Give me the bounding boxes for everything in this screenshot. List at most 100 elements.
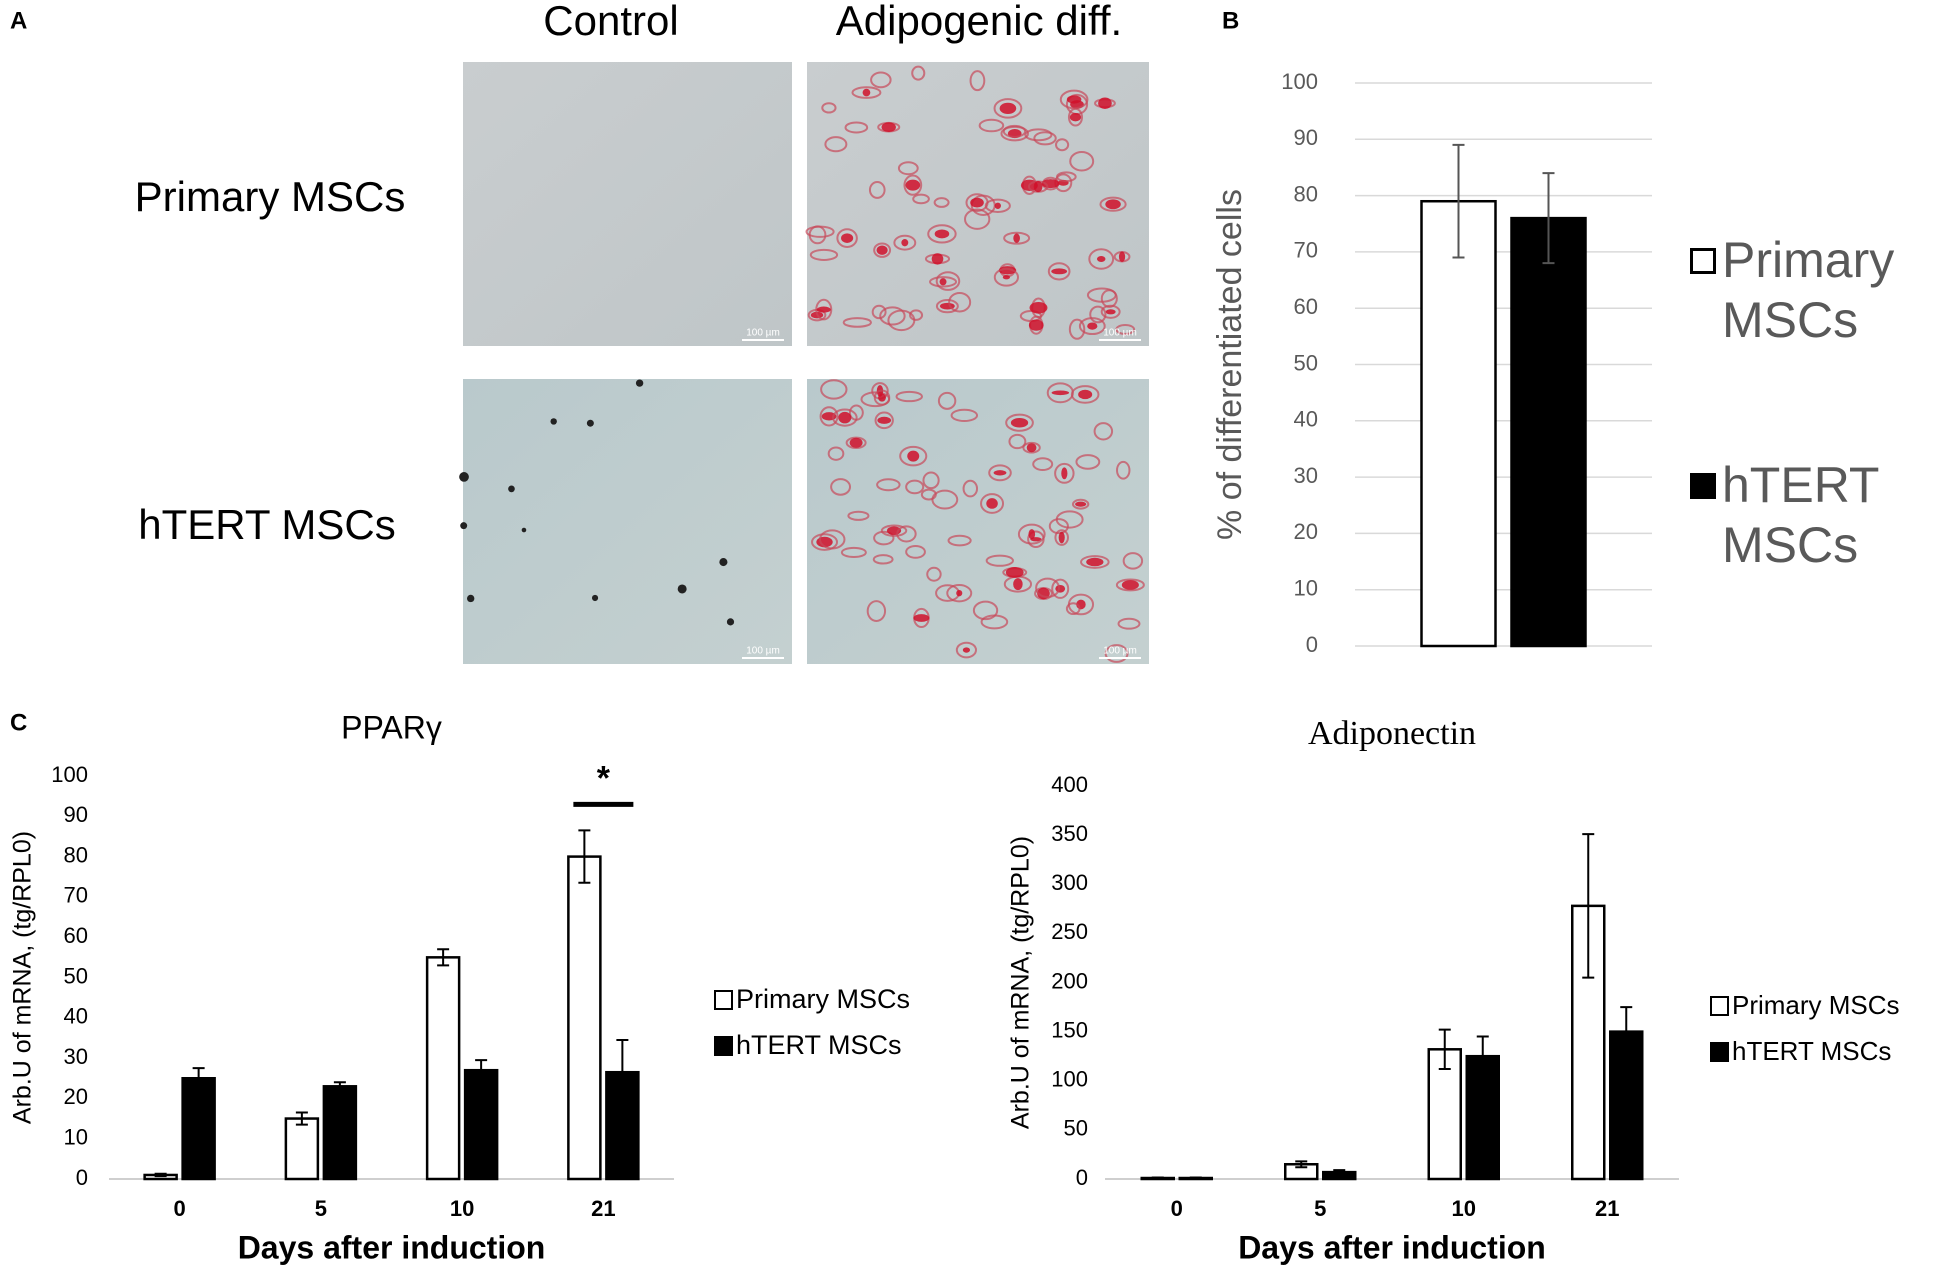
stain-spot <box>972 600 999 621</box>
y-tick-label: 40 <box>64 1004 88 1029</box>
stain-spot <box>1054 138 1070 152</box>
panel-label: B <box>1222 7 1239 34</box>
stain-spot <box>824 136 848 153</box>
scale-bar-label: 100 µm <box>746 328 780 339</box>
stain-spot <box>1047 262 1071 281</box>
error-bar <box>333 1081 346 1092</box>
stain-spot <box>1056 171 1077 183</box>
stain-spot <box>1013 233 1020 243</box>
stain-spot <box>993 267 1020 287</box>
y-tick-label: 400 <box>1051 772 1088 797</box>
debris <box>726 618 735 626</box>
debris <box>550 418 557 425</box>
stain-spot <box>849 437 863 448</box>
stain-spot <box>969 70 986 92</box>
x-tick-label: 0 <box>174 1196 186 1221</box>
stain-spot <box>847 510 870 521</box>
stain-spot <box>1051 578 1070 599</box>
stain-spot <box>830 478 852 496</box>
stain-spot <box>873 242 892 258</box>
error-bar <box>1452 143 1465 259</box>
stain-spot <box>955 641 978 659</box>
stain-spot <box>1048 518 1069 535</box>
panel-label: A <box>10 7 27 34</box>
y-tick-label: 100 <box>1281 69 1318 94</box>
stain-spot <box>1051 390 1070 396</box>
stain-spot <box>1008 433 1027 450</box>
stain-spot <box>1013 578 1023 591</box>
panel-label: C <box>10 709 27 736</box>
bar <box>1427 1048 1462 1181</box>
stain-spot <box>1068 318 1086 340</box>
stain-spot <box>805 225 835 238</box>
error-bar <box>437 948 450 967</box>
x-tick-label: 0 <box>1171 1196 1183 1221</box>
stain-spot <box>1065 602 1081 616</box>
stain-spot <box>911 65 926 81</box>
scale-bar-label: 100 µm <box>746 646 780 657</box>
stain-spot <box>1033 131 1057 146</box>
y-tick-label: 0 <box>76 1165 88 1190</box>
stain-spot <box>935 299 959 314</box>
stain-spot <box>1067 107 1083 127</box>
stain-spot <box>1086 557 1104 567</box>
legend-swatch <box>714 990 733 1010</box>
error-bar <box>1151 1176 1164 1180</box>
x-tick-label: 10 <box>1452 1196 1476 1221</box>
stain-spot <box>1055 584 1066 593</box>
stain-spot <box>1089 305 1107 324</box>
stain-spot <box>1028 529 1036 540</box>
stain-spot <box>1066 95 1082 104</box>
stain-spot <box>868 180 886 199</box>
legend-swatch <box>714 1036 733 1056</box>
stain-spot <box>1055 510 1084 529</box>
stain-spot <box>903 174 923 196</box>
stain-spot <box>1105 309 1116 315</box>
stain-spot <box>1010 417 1029 428</box>
debris <box>508 485 515 493</box>
stain-spot <box>893 234 917 251</box>
stain-spot <box>820 379 848 400</box>
y-tick-label: 90 <box>1294 125 1318 150</box>
stain-spot <box>1069 150 1095 172</box>
stain-spot <box>881 122 896 133</box>
y-tick-label: 350 <box>1051 821 1088 846</box>
stain-spot <box>896 525 917 543</box>
stain-spot <box>838 411 852 424</box>
stain-spot <box>1075 454 1101 470</box>
stain-spot <box>964 208 991 230</box>
stain-spot <box>1028 319 1044 331</box>
legend-swatch <box>1710 996 1729 1016</box>
x-tick-label: 5 <box>1314 1196 1326 1221</box>
stain-spot <box>907 450 920 462</box>
y-tick-label: 100 <box>51 762 88 787</box>
error-bar <box>1333 1169 1346 1176</box>
stain-spot <box>1075 501 1087 507</box>
stain-spot <box>993 470 1007 476</box>
stain-spot <box>1115 578 1145 592</box>
y-axis-label: % of differentiated cells <box>1211 189 1249 540</box>
stain-spot <box>836 228 858 248</box>
scale-bar-label: 100 µm <box>1103 646 1137 657</box>
micrograph <box>807 379 1149 664</box>
stain-spot <box>965 193 989 212</box>
y-tick-label: 250 <box>1051 919 1088 944</box>
stain-spot <box>862 88 871 97</box>
debris <box>586 419 594 427</box>
x-axis-label: Days after induction <box>1238 1229 1546 1265</box>
stain-spot <box>1121 580 1139 590</box>
debris <box>677 584 687 594</box>
stain-spot <box>1033 180 1043 193</box>
stain-spot <box>956 589 963 597</box>
stain-spot <box>1002 275 1011 280</box>
y-tick-label: 30 <box>64 1044 88 1069</box>
stain-spot <box>1054 462 1075 484</box>
stain-spot <box>1078 317 1106 336</box>
y-tick-label: 20 <box>1294 519 1318 544</box>
stain-spot <box>811 533 839 551</box>
stain-spot <box>1058 531 1065 544</box>
stain-spot <box>933 197 950 208</box>
bar <box>1420 199 1497 648</box>
stain-spot <box>988 464 1012 482</box>
